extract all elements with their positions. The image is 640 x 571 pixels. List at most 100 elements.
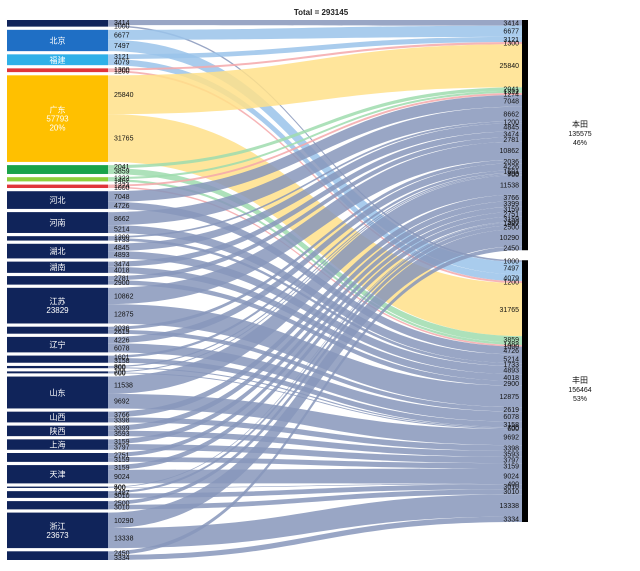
flow-left-label: 2450 bbox=[114, 551, 130, 558]
target-name: 本田 bbox=[572, 119, 588, 129]
flow-left-label: 600 bbox=[114, 370, 126, 377]
source-node bbox=[7, 376, 108, 409]
flow-honda-10 bbox=[108, 121, 522, 238]
flow-left-label: 4079 bbox=[114, 60, 130, 67]
flow-left-label: 10862 bbox=[114, 293, 134, 300]
target-node-toyota bbox=[522, 260, 528, 522]
flow-right-label: 800 bbox=[507, 171, 519, 178]
flow-honda-4 bbox=[108, 44, 522, 115]
flow-left-label: 4726 bbox=[114, 203, 130, 210]
flow-right-label: 4226 bbox=[503, 164, 519, 171]
flow-right-label: 3159 bbox=[503, 463, 519, 470]
target-value: 156464 bbox=[568, 387, 591, 394]
flow-left-label: 3398 bbox=[114, 417, 130, 424]
source-node bbox=[7, 236, 108, 241]
source-node bbox=[7, 365, 108, 369]
flow-honda-13 bbox=[108, 136, 522, 281]
flow-left-label: 1601 bbox=[114, 354, 130, 361]
source-label: 上海 bbox=[50, 440, 66, 450]
flow-left-label: 3159 bbox=[114, 439, 130, 446]
flow-left-label: 3859 bbox=[114, 169, 130, 176]
flow-left-label: 2619 bbox=[114, 329, 130, 336]
source-label: 湖北 bbox=[50, 247, 66, 256]
source-label: 河北 bbox=[50, 195, 66, 205]
source-label: 河南 bbox=[50, 218, 66, 228]
flow-right-label: 7048 bbox=[503, 98, 519, 105]
flow-left-label: 6078 bbox=[114, 345, 130, 352]
flow-toyota-10 bbox=[108, 237, 522, 367]
source-node bbox=[7, 177, 108, 182]
flow-toyota-11 bbox=[108, 251, 522, 375]
flow-right-label: 3398 bbox=[503, 446, 519, 453]
flow-honda-25 bbox=[108, 216, 522, 470]
flow-right-label: 2751 bbox=[503, 211, 519, 218]
flow-right-label: 3159 bbox=[503, 207, 519, 214]
flow-right-label: 2036 bbox=[503, 159, 519, 166]
flow-right-label: 4726 bbox=[503, 348, 519, 355]
flow-toyota-25 bbox=[108, 468, 522, 484]
flow-left-label: 12875 bbox=[114, 311, 134, 318]
source-node bbox=[7, 491, 108, 498]
flow-left-label: 1274 bbox=[114, 183, 130, 190]
flow-left-label: 4893 bbox=[114, 252, 130, 259]
source-node bbox=[7, 165, 108, 174]
flow-left-label: 1322 bbox=[114, 176, 130, 183]
flow-left-label: 9024 bbox=[114, 474, 130, 481]
target-node-honda bbox=[522, 20, 528, 251]
flow-honda-14 bbox=[108, 141, 522, 305]
flow-right-label: 1200 bbox=[503, 280, 519, 287]
source-node bbox=[7, 75, 108, 162]
flow-toyota-30 bbox=[108, 516, 522, 560]
flow-honda-29 bbox=[108, 229, 522, 529]
flow-right-label: 2041 bbox=[503, 86, 519, 93]
flow-right-label: 10290 bbox=[500, 235, 520, 242]
flow-left-label: 5214 bbox=[114, 227, 130, 234]
flow-left-label: 3334 bbox=[114, 555, 130, 562]
flow-honda-12 bbox=[108, 131, 522, 267]
flow-right-label: 1601 bbox=[503, 169, 519, 176]
flow-right-label: 2781 bbox=[503, 137, 519, 144]
flow-right-label: 1482 bbox=[503, 341, 519, 348]
flow-honda-1 bbox=[108, 25, 522, 40]
flow-right-label: 1200 bbox=[503, 120, 519, 127]
flow-right-label: 1300 bbox=[503, 41, 519, 48]
flow-right-label: 25840 bbox=[500, 63, 520, 70]
flow-honda-17 bbox=[108, 170, 522, 358]
flow-left-label: 2036 bbox=[114, 326, 130, 333]
source-label: 辽宁 bbox=[50, 340, 66, 350]
source-node bbox=[7, 551, 108, 560]
flow-left-label: 9692 bbox=[114, 399, 130, 406]
flow-left-label: 6677 bbox=[114, 32, 130, 39]
flow-left-label: 800 bbox=[114, 364, 126, 371]
flow-right-label: 3474 bbox=[503, 132, 519, 139]
flow-honda-16 bbox=[108, 163, 522, 344]
flow-left-label: 3010 bbox=[114, 505, 130, 512]
flow-right-label: 1322 bbox=[503, 89, 519, 96]
flow-left-label: 2041 bbox=[114, 164, 130, 171]
flow-honda-8 bbox=[108, 94, 522, 202]
flow-right-label: 2900 bbox=[503, 381, 519, 388]
flow-right-label: 6677 bbox=[503, 29, 519, 36]
flow-right-label: 1000 bbox=[503, 343, 519, 350]
source-label: 浙江 bbox=[50, 521, 66, 531]
flow-left-label: 3414 bbox=[114, 20, 130, 27]
flow-left-label: 3593 bbox=[114, 431, 130, 438]
flow-right-label: 3334 bbox=[503, 517, 519, 524]
flow-honda-9 bbox=[108, 106, 522, 226]
source-node bbox=[7, 425, 108, 437]
flow-left-label: 1000 bbox=[114, 23, 130, 30]
flow-toyota-1 bbox=[108, 39, 522, 275]
flow-right-label: 4079 bbox=[503, 275, 519, 282]
flow-honda-22 bbox=[108, 200, 522, 431]
flow-right-label: 700 bbox=[507, 425, 519, 432]
flow-honda-3 bbox=[108, 42, 522, 71]
flow-right-label: 3159 bbox=[503, 216, 519, 223]
flow-right-label: 600 bbox=[507, 426, 519, 433]
source-node bbox=[7, 439, 108, 450]
flow-honda-0 bbox=[108, 20, 522, 26]
flow-toyota-21 bbox=[108, 417, 522, 451]
flow-right-label: 9692 bbox=[503, 435, 519, 442]
source-label: 山东 bbox=[50, 388, 66, 398]
flow-right-label: 4845 bbox=[503, 125, 519, 132]
source-node bbox=[7, 191, 108, 209]
